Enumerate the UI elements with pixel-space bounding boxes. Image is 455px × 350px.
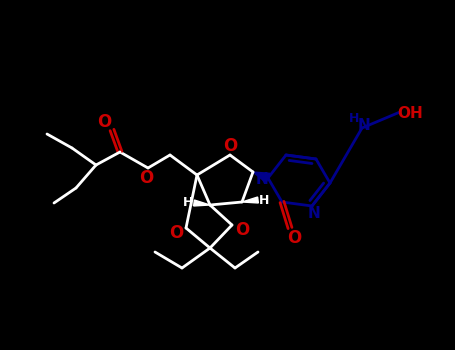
Text: O: O [97,113,111,131]
Text: O: O [139,169,153,187]
Text: O: O [287,229,301,247]
Text: O: O [169,224,183,242]
Text: N: N [358,119,370,133]
Polygon shape [242,197,258,203]
Polygon shape [194,200,210,206]
Text: O: O [235,221,249,239]
Text: N: N [256,173,268,188]
Text: N: N [308,206,320,222]
Text: H: H [259,194,269,206]
Text: O: O [223,137,237,155]
Text: H: H [349,112,359,125]
Polygon shape [253,172,270,183]
Text: OH: OH [397,106,423,121]
Text: H: H [183,196,193,210]
